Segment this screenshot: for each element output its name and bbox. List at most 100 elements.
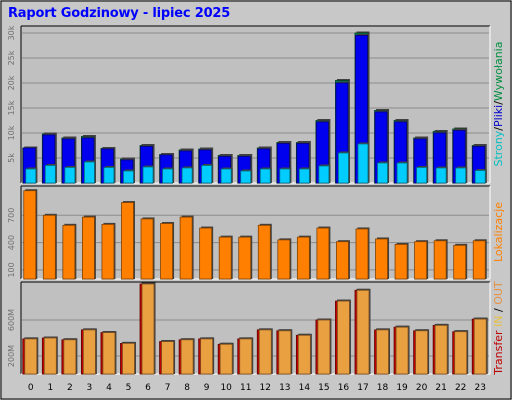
- y-tick-label: 30k: [7, 25, 16, 40]
- y-tick-label: 25k: [7, 50, 16, 65]
- transfer-in-bar: [356, 288, 371, 375]
- transfer-in-bar-face: [473, 318, 487, 375]
- transfer-in-bar: [258, 328, 273, 375]
- pages-bar-face: [474, 170, 486, 184]
- transfer-in-bar-face: [278, 330, 292, 375]
- transfer-in-bar-face: [239, 338, 253, 375]
- chart-panels: 5k 10k 15k 20k 25k 30k 100 400 700 200M 600M: [7, 25, 491, 375]
- sites-bar: [453, 243, 468, 280]
- sites-bar: [23, 189, 38, 280]
- transfer-in-bar: [415, 329, 430, 375]
- x-tick-label: 12: [260, 383, 271, 393]
- pages-bar: [279, 167, 292, 184]
- sites-bar-face: [199, 227, 213, 280]
- x-tick-label: 20: [416, 383, 428, 393]
- transfer-in-bar-face: [122, 342, 135, 375]
- transfer-in-bar: [219, 342, 234, 375]
- transfer-in-bar-face: [63, 339, 77, 375]
- pages-bar: [318, 164, 331, 184]
- sites-bar-face: [433, 240, 447, 280]
- transfer-in-bar: [161, 340, 176, 375]
- pages-bar-face: [416, 167, 428, 184]
- panel-requests: 5k 10k 15k 20k 25k 30k: [7, 25, 491, 184]
- transfer-in-bar: [454, 330, 469, 375]
- pages-bar: [435, 166, 448, 184]
- transfer-in-bar-face: [43, 337, 57, 375]
- pages-bar: [416, 166, 429, 184]
- right-label-part: IN: [492, 315, 505, 326]
- sites-bar: [277, 238, 292, 280]
- sites-bar-face: [296, 236, 310, 280]
- right-label-middle: Lokalizacje: [492, 202, 505, 262]
- sites-bar-face: [336, 241, 349, 280]
- pages-bar: [455, 166, 468, 184]
- pages-bar: [64, 166, 77, 184]
- right-label-part: OUT: [492, 281, 505, 305]
- x-tick-label: 9: [204, 383, 210, 393]
- transfer-in-bar-face: [161, 341, 174, 375]
- transfer-in-bar-face: [337, 300, 350, 375]
- pages-bar: [298, 167, 311, 184]
- sites-bar-face: [375, 238, 388, 280]
- panel-transfer: 200M 600M: [7, 281, 491, 375]
- transfer-in-bar: [473, 317, 488, 375]
- transfer-in-bar: [180, 338, 195, 375]
- sites-bar: [355, 227, 370, 280]
- right-label-part: Strony: [492, 130, 505, 166]
- pages-bar-face: [103, 167, 115, 184]
- sites-bar: [316, 226, 331, 280]
- transfer-in-bar-face: [395, 326, 409, 375]
- sites-bar: [160, 221, 175, 280]
- pages-bar-face: [181, 167, 193, 184]
- pages-bar: [142, 165, 155, 184]
- transfer-in-bar: [395, 325, 410, 375]
- transfer-in-bar-face: [258, 329, 272, 375]
- pages-bar: [220, 167, 233, 184]
- panel-background: [21, 26, 490, 183]
- x-tick-label: 5: [126, 383, 132, 393]
- sites-bar-face: [414, 241, 428, 280]
- transfer-in-bar: [317, 318, 332, 375]
- pages-bar: [162, 167, 175, 184]
- transfer-in-bar: [434, 323, 449, 375]
- right-label-part: Wywołania: [492, 42, 505, 102]
- right-label-part: Lokalizacje: [492, 202, 505, 262]
- x-tick-label: 7: [165, 383, 171, 393]
- transfer-in-bar-face: [415, 330, 429, 375]
- pages-bar: [357, 142, 370, 184]
- right-label-part: Pliki: [492, 105, 505, 127]
- panel-background: [21, 186, 490, 279]
- sites-bar-face: [277, 239, 291, 280]
- transfer-in-bar-face: [102, 332, 116, 375]
- pages-bar-face: [318, 165, 330, 184]
- transfer-in-bar: [376, 328, 391, 375]
- sites-bar: [375, 237, 390, 280]
- x-tick-label: 21: [435, 383, 446, 393]
- transfer-in-bar-face: [454, 331, 468, 375]
- sites-bar-face: [238, 236, 252, 280]
- transfer-in-bar-face: [82, 329, 96, 375]
- sites-bar-face: [316, 227, 330, 280]
- pages-bar: [181, 166, 194, 184]
- transfer-in-bar: [278, 329, 293, 375]
- pages-bar-face: [377, 162, 388, 184]
- y-tick-label: 400: [7, 235, 16, 250]
- x-tick-label: 23: [475, 383, 486, 393]
- x-tick-label: 11: [240, 383, 251, 393]
- pages-bar: [201, 164, 214, 184]
- x-tick-label: 16: [338, 383, 350, 393]
- pages-bar-face: [220, 168, 232, 184]
- sites-bar: [179, 215, 194, 280]
- sites-bar-face: [218, 236, 232, 280]
- transfer-in-bar-face: [141, 283, 155, 375]
- sites-bar: [81, 215, 96, 280]
- sites-bar-face: [160, 223, 173, 280]
- pages-bar-face: [298, 168, 310, 184]
- pages-bar-face: [455, 167, 467, 184]
- x-tick-label: 6: [145, 383, 151, 393]
- pages-bar-face: [435, 167, 447, 184]
- panel-sites: 100 400 700: [7, 185, 491, 280]
- x-tick-label: 22: [455, 383, 466, 393]
- right-label-top: Strony/Pliki/Wywołania: [492, 42, 505, 167]
- transfer-in-bar-face: [24, 338, 38, 375]
